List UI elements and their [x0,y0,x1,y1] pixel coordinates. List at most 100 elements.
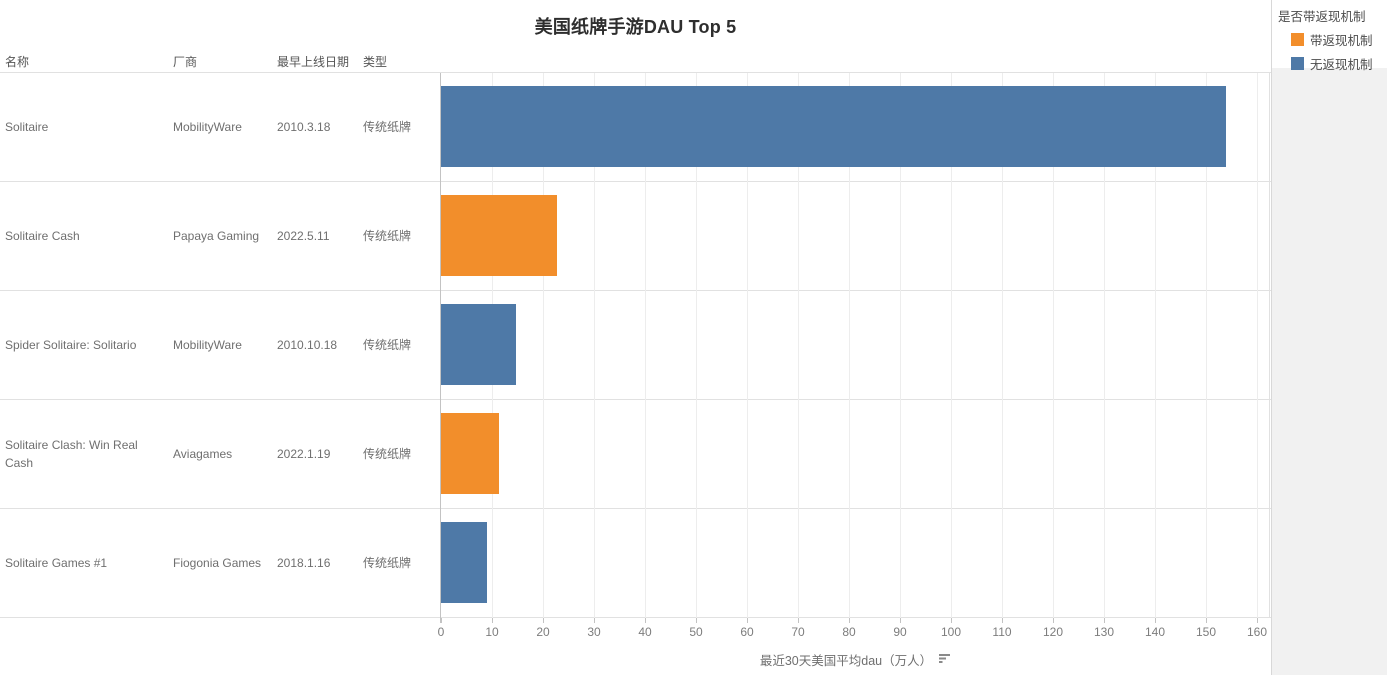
x-tick-label: 70 [791,625,805,639]
cell-vendor: Aviagames [173,447,233,461]
x-tick-mark [1155,618,1156,623]
cell-name: Solitaire Games #1 [5,556,108,570]
legend-item-no-cashback[interactable]: 无返现机制 [1272,54,1387,73]
x-tick-label: 130 [1093,625,1115,639]
x-tick-label: 50 [689,625,703,639]
y-axis-line [440,73,441,623]
legend-panel: 是否带返现机制 带返现机制 无返现机制 [1271,0,1387,675]
gridline [747,73,748,618]
x-tick-mark [1206,618,1207,623]
x-tick-label: 100 [940,625,962,639]
gridline [900,73,901,618]
x-tick-mark [696,618,697,623]
cell-launch-date: 2022.1.19 [277,447,331,461]
gridline [1002,73,1003,618]
x-axis-title: 最近30天美国平均dau（万人） [441,650,1270,669]
cell-type: 传统纸牌 [363,120,412,134]
legend-title: 是否带返现机制 [1278,10,1366,24]
column-header-launch-date[interactable]: 最早上线日期 [277,55,350,69]
cell-vendor: Papaya Gaming [173,229,260,243]
cell-name: Spider Solitaire: Solitario [5,338,137,352]
cell-vendor: MobilityWare [173,338,242,352]
orange-swatch-icon [1291,33,1304,46]
bar-spider-solitaire-solitario[interactable] [441,304,516,385]
header-divider [0,72,1271,73]
cell-name: Solitaire [5,120,49,134]
gridline [1104,73,1105,618]
cell-type: 传统纸牌 [363,229,412,243]
x-tick-mark [798,618,799,623]
gridline [543,73,544,618]
bar-solitaire[interactable] [441,86,1226,167]
x-tick-mark [1257,618,1258,623]
gridline [1053,73,1054,618]
x-tick-mark [645,618,646,623]
gridline [1206,73,1207,618]
x-tick-mark [1104,618,1105,623]
legend-item-label: 无返现机制 [1310,58,1373,72]
x-tick-label: 20 [536,625,550,639]
chart-title: 美国纸牌手游DAU Top 5 [534,17,737,37]
cell-type: 传统纸牌 [363,447,412,461]
x-tick-label: 0 [437,625,445,639]
x-tick-mark [594,618,595,623]
column-header-type[interactable]: 类型 [363,55,388,69]
cell-launch-date: 2022.5.11 [277,229,330,243]
x-tick-mark [492,618,493,623]
cell-name: Solitaire Clash: Win Real Cash [5,438,138,470]
bar-solitaire-clash-win-real-cash[interactable] [441,413,499,494]
worksheet: 美国纸牌手游DAU Top 5 名称 厂商 最早上线日期 类型 Solitair… [0,17,1271,669]
gridline [1257,73,1258,618]
table-row: Solitaire Games #1 Fiogonia Games 2018.1… [0,509,1271,618]
x-axis-label: 最近30天美国平均dau（万人） [759,654,933,668]
x-tick-mark [849,618,850,623]
cell-type: 传统纸牌 [363,556,412,570]
sort-descending-icon[interactable] [938,653,951,667]
gridline [849,73,850,618]
table-row: Solitaire Cash Papaya Gaming 2022.5.11 传… [0,182,1271,291]
color-legend: 是否带返现机制 带返现机制 无返现机制 [1272,0,1387,72]
gridline [951,73,952,618]
legend-item-cashback[interactable]: 带返现机制 [1272,30,1387,49]
x-tick-label: 90 [893,625,907,639]
bar-solitaire-games-1[interactable] [441,522,487,603]
column-headers: 名称 厂商 最早上线日期 类型 [0,50,1271,72]
x-tick-mark [441,618,442,623]
cell-launch-date: 2010.10.18 [277,338,338,352]
x-tick-label: 40 [638,625,652,639]
x-tick-label: 80 [842,625,856,639]
table-row: Spider Solitaire: Solitario MobilityWare… [0,291,1271,400]
x-tick-label: 160 [1246,625,1268,639]
table-body: Solitaire MobilityWare 2010.3.18 传统纸牌 So… [0,73,1271,618]
table-row: Solitaire Clash: Win Real Cash Aviagames… [0,400,1271,509]
x-tick-mark [1053,618,1054,623]
x-tick-label: 10 [485,625,499,639]
table-row: Solitaire MobilityWare 2010.3.18 传统纸牌 [0,73,1271,182]
column-header-name[interactable]: 名称 [5,55,30,69]
cell-vendor: Fiogonia Games [173,556,262,570]
cell-launch-date: 2010.3.18 [277,120,331,134]
x-tick-label: 140 [1144,625,1166,639]
x-tick-label: 30 [587,625,601,639]
bar-solitaire-cash[interactable] [441,195,557,276]
x-tick-mark [951,618,952,623]
x-tick-mark [900,618,901,623]
x-tick-label: 60 [740,625,754,639]
x-tick-label: 150 [1195,625,1217,639]
gridline [798,73,799,618]
x-tick-mark [747,618,748,623]
gridline [1155,73,1156,618]
gridline [696,73,697,618]
legend-item-label: 带返现机制 [1310,34,1373,48]
cell-launch-date: 2018.1.16 [277,556,331,570]
x-tick-mark [1002,618,1003,623]
gridline [645,73,646,618]
cell-name: Solitaire Cash [5,229,80,243]
x-tick-label: 110 [992,625,1012,639]
cell-vendor: MobilityWare [173,120,242,134]
x-tick-mark [543,618,544,623]
x-tick-label: 120 [1042,625,1064,639]
column-header-vendor[interactable]: 厂商 [173,55,198,69]
cell-type: 传统纸牌 [363,338,412,352]
plot-right-border [1269,73,1270,618]
